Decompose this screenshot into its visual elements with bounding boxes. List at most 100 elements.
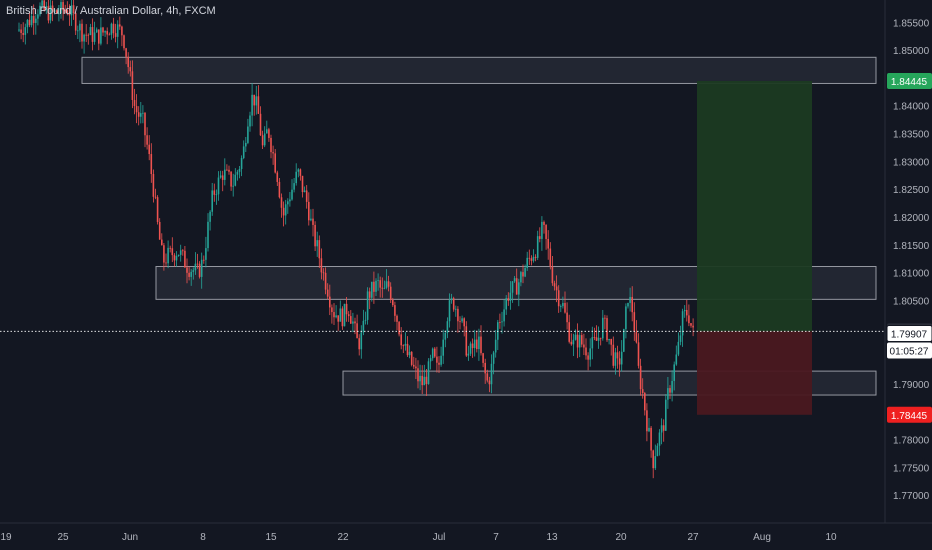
candle-body xyxy=(448,300,451,322)
candle-body xyxy=(26,19,29,28)
candle-body xyxy=(652,450,654,469)
candle-body xyxy=(572,339,575,345)
candle-body xyxy=(156,197,159,223)
candle-body xyxy=(398,321,400,335)
candle-body xyxy=(646,410,648,432)
candle-body xyxy=(234,174,237,186)
candle-body xyxy=(354,321,356,324)
candle-body xyxy=(379,280,381,288)
candle-body xyxy=(637,342,640,366)
candle-body xyxy=(551,266,554,284)
countdown-label: 01:05:27 xyxy=(887,342,932,359)
candle-body xyxy=(486,373,489,381)
candle-body xyxy=(104,31,106,33)
candle-body xyxy=(518,282,520,295)
candle-body xyxy=(560,306,562,308)
candle-body xyxy=(610,338,612,345)
candle-body xyxy=(66,10,69,14)
candle-body xyxy=(291,189,293,200)
candle-body xyxy=(623,329,625,352)
x-tick-label: 7 xyxy=(493,532,499,543)
candle-body xyxy=(314,224,316,247)
candle-body xyxy=(240,158,243,169)
candle-body xyxy=(415,366,417,369)
candle-body xyxy=(127,56,129,68)
candle-body xyxy=(116,24,119,37)
candle-body xyxy=(266,129,268,134)
candle-body xyxy=(639,365,642,390)
candle-body xyxy=(81,23,83,42)
candle-body xyxy=(263,133,266,146)
candle-body xyxy=(30,15,33,26)
position-target-zone xyxy=(697,80,812,332)
candle-body xyxy=(150,154,153,175)
candle-body xyxy=(555,286,558,291)
candle-body xyxy=(608,338,610,341)
candle-body xyxy=(79,23,81,31)
candle-body xyxy=(51,5,54,12)
candle-body xyxy=(182,250,184,252)
candle-body xyxy=(242,146,245,159)
candle-body xyxy=(656,445,659,457)
candle-body xyxy=(547,238,549,249)
candle-body xyxy=(375,280,377,292)
candle-body xyxy=(686,310,688,316)
candle-body xyxy=(251,94,253,116)
candle-body xyxy=(511,281,514,293)
candle-body xyxy=(562,302,564,307)
candle-body xyxy=(604,317,606,319)
candle-body xyxy=(413,364,415,367)
price-label-box xyxy=(887,72,932,89)
candle-body xyxy=(536,236,539,258)
candle-body xyxy=(457,308,459,322)
candle-body xyxy=(112,23,115,34)
candle-body xyxy=(184,250,186,268)
candle-body xyxy=(188,272,190,277)
x-tick-label: 25 xyxy=(57,532,69,543)
candle-body xyxy=(114,33,117,37)
candle-body xyxy=(404,343,407,346)
candle-body xyxy=(350,316,352,324)
candle-body xyxy=(612,344,615,366)
candle-body xyxy=(91,27,94,42)
candle-body xyxy=(219,175,222,178)
price-axis-background xyxy=(885,0,932,550)
candle-body xyxy=(524,267,526,277)
candle-body xyxy=(102,27,104,33)
candle-body xyxy=(163,245,165,263)
countdown-text: 01:05:27 xyxy=(890,346,929,357)
candle-body xyxy=(209,211,211,222)
candle-body xyxy=(123,35,125,49)
candle-body xyxy=(289,199,291,202)
candle-body xyxy=(95,29,98,33)
candle-body xyxy=(482,353,484,363)
candle-body xyxy=(131,71,134,100)
candle-body xyxy=(665,399,667,431)
candle-body xyxy=(568,322,570,342)
candle-body xyxy=(625,306,627,330)
candle-body xyxy=(100,27,102,44)
candle-body xyxy=(297,169,300,172)
candle-body xyxy=(520,272,522,283)
candle-body xyxy=(173,255,176,261)
x-tick-label: 20 xyxy=(615,532,627,543)
candle-body xyxy=(371,281,373,298)
candle-body xyxy=(236,171,239,175)
x-tick-label: 22 xyxy=(337,532,349,543)
price-label-box xyxy=(886,324,932,342)
candle-body xyxy=(190,271,192,277)
candle-body xyxy=(494,339,497,353)
candle-body xyxy=(272,152,274,154)
candle-body xyxy=(345,303,348,315)
candle-body xyxy=(476,339,478,350)
candle-body xyxy=(450,298,453,301)
candle-body xyxy=(58,13,60,15)
x-tick-label: 8 xyxy=(200,532,206,543)
candle-body xyxy=(459,321,461,323)
candle-body xyxy=(629,296,631,303)
candle-body xyxy=(534,256,537,258)
candle-body xyxy=(438,362,440,365)
candle-body xyxy=(389,286,392,300)
x-tick-label: Jun xyxy=(122,532,138,543)
